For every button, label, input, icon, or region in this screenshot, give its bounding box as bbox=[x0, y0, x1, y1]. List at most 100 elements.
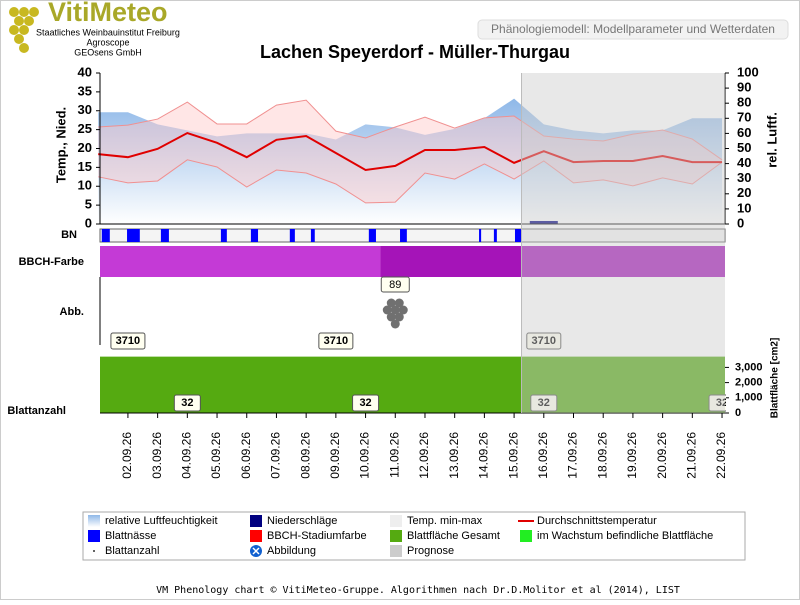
y3-tick-label: 0 bbox=[735, 407, 741, 419]
y2-axis-label: rel. Luftf. bbox=[764, 112, 779, 168]
y-tick-label: 35 bbox=[78, 83, 92, 98]
legend-item: Blattfläche Gesamt bbox=[390, 530, 500, 542]
grape-berry bbox=[394, 298, 404, 308]
legend-label: Prognose bbox=[407, 545, 454, 557]
y3-tick-label: 3,000 bbox=[735, 361, 763, 373]
y2-tick-label: 90 bbox=[737, 80, 751, 95]
x-tick-label: 04.09.26 bbox=[180, 432, 194, 479]
x-tick-label: 16.09.26 bbox=[536, 432, 550, 479]
prognosis bbox=[521, 73, 725, 413]
legend-item: Blattnässe bbox=[88, 530, 156, 542]
row-label: Blattanzahl bbox=[7, 405, 66, 417]
y2-tick-label: 20 bbox=[737, 185, 751, 200]
leaf-wetness bbox=[289, 229, 295, 242]
value-label-group: 3710 bbox=[318, 332, 354, 350]
x-tick-label: 08.09.26 bbox=[298, 432, 312, 479]
bbch-stage bbox=[380, 246, 725, 277]
tab-label[interactable]: Phänologiemodell: Modellparameter und We… bbox=[491, 22, 775, 36]
x-tick-label: 09.09.26 bbox=[328, 432, 342, 479]
tab[interactable] bbox=[477, 19, 789, 40]
legend-label: Durchschnittstemperatur bbox=[537, 515, 657, 527]
y2-tick-label: 0 bbox=[737, 215, 744, 230]
value-label: 3710 bbox=[116, 335, 140, 347]
y-tick-label: 30 bbox=[78, 102, 92, 117]
leaf-wetness bbox=[400, 229, 407, 242]
legend-item: BBCH-Stadiumfarbe bbox=[250, 530, 367, 542]
y-tick-label: 25 bbox=[78, 121, 92, 136]
x-tick-label: 02.09.26 bbox=[120, 432, 134, 479]
y2-tick-label: 30 bbox=[737, 170, 751, 185]
legend-label: Blattanzahl bbox=[105, 545, 159, 557]
legend-label: BBCH-Stadiumfarbe bbox=[267, 530, 367, 542]
x-tick-label: 22.09.26 bbox=[714, 432, 728, 479]
legend bbox=[82, 511, 746, 561]
leaf-wetness bbox=[310, 229, 315, 242]
leaf-area bbox=[100, 356, 725, 413]
grape-berry bbox=[390, 305, 400, 315]
y3-tick-label: 1,000 bbox=[735, 392, 763, 404]
x-tick-label: 15.09.26 bbox=[506, 432, 520, 479]
value-label: 32 bbox=[181, 397, 193, 409]
legend-swatch bbox=[390, 530, 402, 542]
legend-item: Abbildung bbox=[250, 545, 316, 557]
value-label-box bbox=[352, 394, 380, 412]
value-label-group: 3710 bbox=[526, 332, 562, 350]
x-tick-label: 12.09.26 bbox=[417, 432, 431, 479]
legend-label: Niederschläge bbox=[267, 515, 337, 527]
leaf-wetness bbox=[514, 229, 522, 242]
row-label: BBCH-Farbe bbox=[19, 256, 84, 268]
x-tick-label: 07.09.26 bbox=[269, 432, 283, 479]
legend-swatch bbox=[390, 515, 402, 527]
value-label-box bbox=[526, 332, 562, 350]
value-label-box bbox=[173, 394, 201, 412]
legend-label: Abbildung bbox=[267, 545, 316, 557]
footer: VM Phenology chart © VitiMeteo-Gruppe. A… bbox=[156, 585, 680, 596]
x-tick-label: 11.09.26 bbox=[387, 432, 401, 478]
legend-item: Temp. min-max bbox=[390, 515, 483, 527]
x-tick-label: 20.09.26 bbox=[655, 432, 669, 479]
legend-item: Blattanzahl bbox=[93, 545, 159, 557]
leaf-wetness bbox=[220, 229, 227, 242]
row-label: Abb. bbox=[60, 306, 84, 318]
legend-item: relative Luftfeuchtigkeit bbox=[88, 515, 218, 527]
grape-berry bbox=[382, 305, 392, 315]
leaf-wetness bbox=[250, 229, 259, 242]
leaf-wetness bbox=[127, 229, 140, 242]
logo-line: Staatliches Weinbauinstitut Freiburg bbox=[36, 27, 180, 37]
legend-item: Niederschläge bbox=[250, 515, 337, 527]
x-tick-label: 03.09.26 bbox=[150, 432, 164, 479]
legend-item: im Wachstum befindliche Blattfläche bbox=[520, 530, 713, 542]
bbch-stage bbox=[100, 246, 381, 277]
value-label: 32 bbox=[716, 397, 728, 409]
value-label: 3710 bbox=[532, 335, 556, 347]
value-label-box bbox=[708, 394, 726, 412]
grape-berry bbox=[398, 305, 408, 315]
abb-label-box bbox=[380, 276, 410, 293]
value-label-group: 32 bbox=[708, 394, 728, 412]
y-tick-label: 40 bbox=[78, 64, 92, 79]
legend-label: Blattfläche Gesamt bbox=[407, 530, 500, 542]
y2-tick-label: 60 bbox=[737, 125, 751, 140]
logo-line: Agroscope bbox=[86, 37, 129, 47]
legend-swatch bbox=[250, 515, 262, 527]
y2-tick-label: 100 bbox=[737, 64, 759, 79]
legend-swatch bbox=[250, 530, 262, 542]
legend-swatch bbox=[520, 530, 532, 542]
leaf-wetness bbox=[493, 229, 497, 242]
leaf-wetness bbox=[160, 229, 169, 242]
grape-berry bbox=[394, 312, 404, 322]
value-label: 32 bbox=[359, 397, 371, 409]
leaf-wetness bbox=[479, 229, 482, 242]
legend-item: Durchschnittstemperatur bbox=[518, 515, 657, 527]
value-label-box bbox=[318, 332, 354, 350]
legend-item: Prognose bbox=[390, 545, 454, 557]
grape-berry bbox=[390, 319, 400, 329]
humidity-area bbox=[98, 98, 723, 224]
grape-image bbox=[382, 298, 408, 329]
logo: VitiMeteo bbox=[48, 0, 168, 27]
legend-label: relative Luftfeuchtigkeit bbox=[105, 515, 218, 527]
value-label-group: 3710 bbox=[110, 332, 146, 350]
y2-tick-label: 40 bbox=[737, 155, 751, 170]
y2-tick-label: 50 bbox=[737, 140, 751, 155]
y-axis-label: Temp., Nied. bbox=[53, 107, 68, 183]
